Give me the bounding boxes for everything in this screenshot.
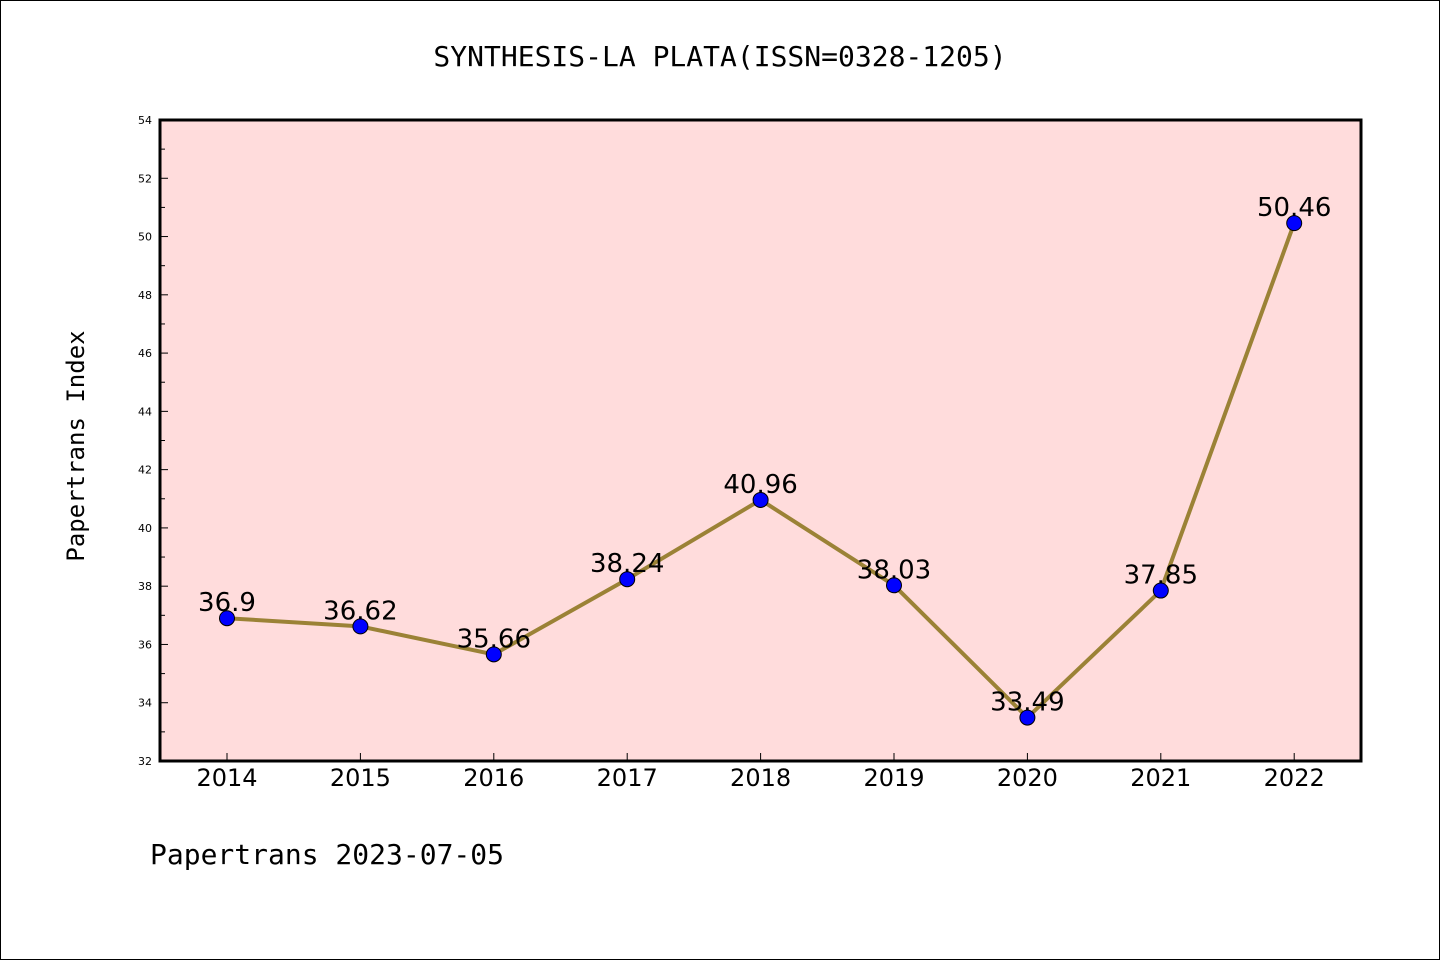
y-tick-label: 52 [138,172,152,185]
data-label: 38.03 [857,555,931,585]
data-point [352,618,369,635]
x-tick-label: 2014 [196,764,257,792]
x-tick-label: 2022 [1264,764,1325,792]
y-tick-label: 32 [138,755,152,768]
x-axis-ticks: 2014 2015 2016 2017 2018 2019 2020 2021 2022 [196,753,1325,792]
y-tick-label: 38 [138,580,152,593]
plot-area [158,118,1363,763]
data-label: 35.66 [457,624,531,654]
x-tick-label: 2019 [863,764,924,792]
data-label: 33.49 [990,688,1064,718]
y-tick-label: 34 [138,697,152,710]
data-point [1019,709,1036,726]
y-tick-label: 44 [138,405,152,418]
data-points [219,215,1303,726]
data-label: 38.24 [590,549,664,579]
data-label: 50.46 [1257,193,1331,223]
chart-title: SYNTHESIS-LA PLATA(ISSN=0328-1205) [433,40,1006,73]
y-axis-ticks: 32 34 36 38 40 42 44 46 48 50 52 54 [138,114,168,768]
data-label: 40.96 [723,470,797,500]
x-tick-label: 2018 [730,764,791,792]
data-label: 37.85 [1124,561,1198,591]
y-tick-label: 42 [138,464,152,477]
x-tick-label: 2016 [463,764,524,792]
y-tick-label: 40 [138,522,152,535]
data-labels: 36.9 36.62 35.66 38.24 40.96 38.03 33.49 37.85 5… [198,193,1331,717]
data-point [1286,215,1303,232]
x-tick-label: 2015 [330,764,391,792]
data-point [219,610,235,627]
y-tick-label: 48 [138,289,152,302]
y-tick-label: 36 [138,638,152,651]
data-point [1152,582,1169,599]
y-axis-label: Papertrans Index [62,330,90,561]
data-point [619,571,636,588]
x-tick-label: 2017 [597,764,658,792]
x-tick-label: 2021 [1130,764,1191,792]
data-label: 36.9 [198,588,256,618]
y-tick-label: 54 [138,114,152,127]
data-label: 36.62 [323,596,397,626]
y-tick-label: 50 [138,231,152,244]
data-point [485,646,502,663]
data-point [886,577,902,594]
x-tick-label: 2020 [997,764,1058,792]
y-tick-label: 46 [138,347,152,360]
data-point [752,491,769,508]
footer-text: Papertrans 2023-07-05 [150,838,504,871]
